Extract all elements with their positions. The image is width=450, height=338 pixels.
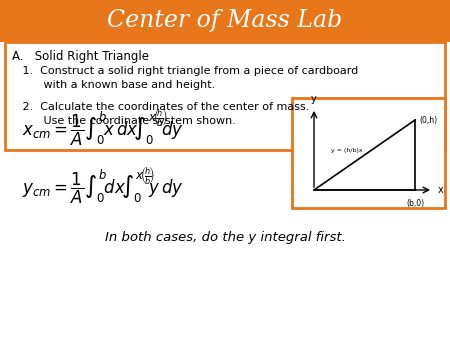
Text: In both cases, do the y integral first.: In both cases, do the y integral first. — [104, 232, 346, 244]
Bar — [292, 98, 445, 208]
Text: (b,0): (b,0) — [406, 199, 424, 208]
Text: y = (h/b)x: y = (h/b)x — [331, 148, 362, 153]
Text: A.   Solid Right Triangle: A. Solid Right Triangle — [12, 50, 149, 63]
Text: x: x — [438, 185, 444, 195]
Text: Center of Mass Lab: Center of Mass Lab — [108, 9, 342, 32]
Text: 1.  Construct a solid right triangle from a piece of cardboard: 1. Construct a solid right triangle from… — [12, 66, 358, 76]
Text: $y_{cm} = \dfrac{1}{A}\int_0^{b}\! dx\!\int_0^{x\!\left(\!\frac{h}{b}\!\right)}\: $y_{cm} = \dfrac{1}{A}\int_0^{b}\! dx\!\… — [22, 166, 184, 207]
Text: 2.  Calculate the coordinates of the center of mass.: 2. Calculate the coordinates of the cent… — [12, 102, 310, 112]
Text: y: y — [311, 94, 317, 104]
Text: (0,h): (0,h) — [419, 116, 437, 124]
Bar — [5, 42, 445, 150]
Text: Use the coordinate system shown.: Use the coordinate system shown. — [12, 116, 236, 126]
Text: with a known base and height.: with a known base and height. — [12, 80, 215, 90]
Text: $x_{cm} = \dfrac{1}{A}\int_0^{b}\! x\,dx\!\int_0^{x\!\left(\!\frac{h}{b}\!\right: $x_{cm} = \dfrac{1}{A}\int_0^{b}\! x\,dx… — [22, 107, 184, 148]
Bar — [0, 0, 450, 42]
